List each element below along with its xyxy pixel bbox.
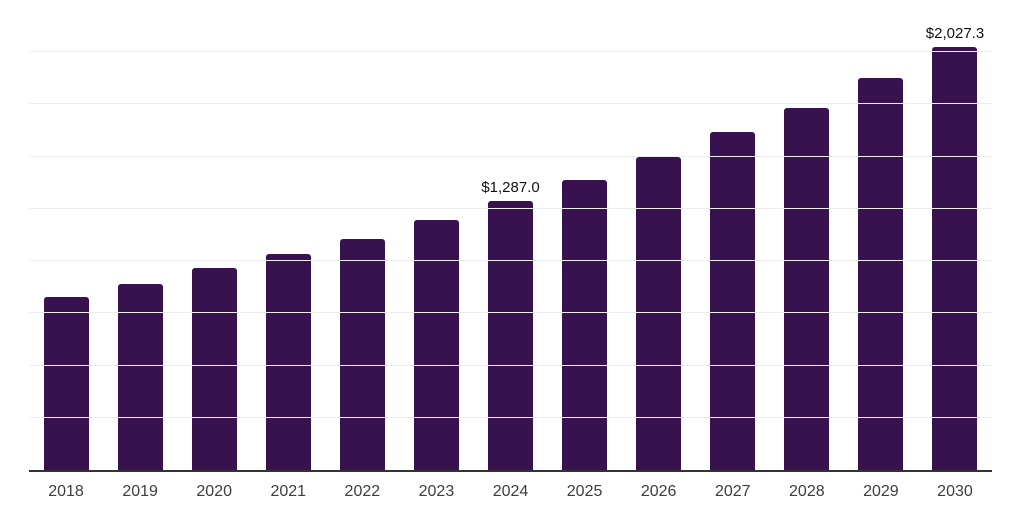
- bar-column-2028: [770, 0, 844, 470]
- gridline: [29, 207, 992, 209]
- bar-column-2024: $1,287.0: [473, 0, 547, 470]
- bar-column-2030: $2,027.3: [918, 0, 992, 470]
- gridline: [29, 312, 992, 314]
- bar-2025: [562, 180, 608, 470]
- bar-column-2029: [844, 0, 918, 470]
- x-tick-2021: 2021: [270, 483, 307, 500]
- bar-value-label-2024: $1,287.0: [481, 179, 540, 197]
- bar-column-2026: [622, 0, 696, 470]
- x-tick-2024: 2024: [492, 483, 529, 500]
- x-tick-2020: 2020: [196, 483, 232, 500]
- plot-area: $1,287.0 $2,027.3: [29, 0, 992, 472]
- bar-2029: [858, 77, 904, 470]
- bar-column-2025: [548, 0, 622, 470]
- bars-container: $1,287.0 $2,027.3: [29, 0, 992, 470]
- bar-2028: [784, 107, 830, 470]
- x-tick-2026: 2026: [640, 483, 677, 500]
- gridline: [29, 364, 992, 366]
- bar-column-2020: [177, 0, 251, 470]
- bar-column-2019: [103, 0, 177, 470]
- x-tick-2023: 2023: [418, 483, 455, 500]
- bar-2020: [191, 268, 237, 470]
- x-tick-2029: 2029: [863, 483, 899, 500]
- gridline: [29, 103, 992, 105]
- bar-2024: [488, 201, 533, 470]
- bar-2027: [710, 132, 756, 470]
- x-axis-tick-labels: 2018 2019 2020 2021 2022 2023 2024 2025 2026 2027…: [29, 472, 992, 501]
- x-tick-2022: 2022: [344, 483, 381, 500]
- bar-2022: [339, 239, 385, 470]
- gridline: [29, 416, 992, 418]
- gridline: [29, 155, 992, 157]
- bar-column-2027: [696, 0, 770, 470]
- x-tick-2025: 2025: [566, 483, 603, 500]
- x-tick-2019: 2019: [122, 483, 158, 500]
- bar-2023: [413, 220, 459, 470]
- x-tick-2018: 2018: [48, 483, 84, 500]
- bar-2030: [932, 46, 978, 470]
- bar-column-2018: [29, 0, 103, 470]
- bar-2021: [265, 254, 311, 470]
- bar-column-2023: [399, 0, 473, 470]
- bar-2018: [43, 297, 89, 470]
- bar-value-label-2030: $2,027.3: [925, 24, 985, 42]
- x-tick-2027: 2027: [714, 483, 751, 500]
- x-tick-2028: 2028: [789, 483, 825, 500]
- bar-column-2022: [325, 0, 399, 470]
- bar-column-2021: [251, 0, 325, 470]
- gridline: [29, 260, 992, 262]
- bar-2026: [636, 157, 682, 470]
- x-tick-2030: 2030: [937, 483, 973, 500]
- gridline: [29, 51, 992, 53]
- bar-2019: [117, 284, 163, 470]
